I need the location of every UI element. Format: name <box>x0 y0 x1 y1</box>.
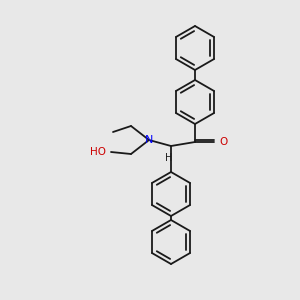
Text: H: H <box>165 153 173 163</box>
Text: N: N <box>145 135 153 145</box>
Text: HO: HO <box>90 147 106 157</box>
Text: O: O <box>219 137 227 147</box>
